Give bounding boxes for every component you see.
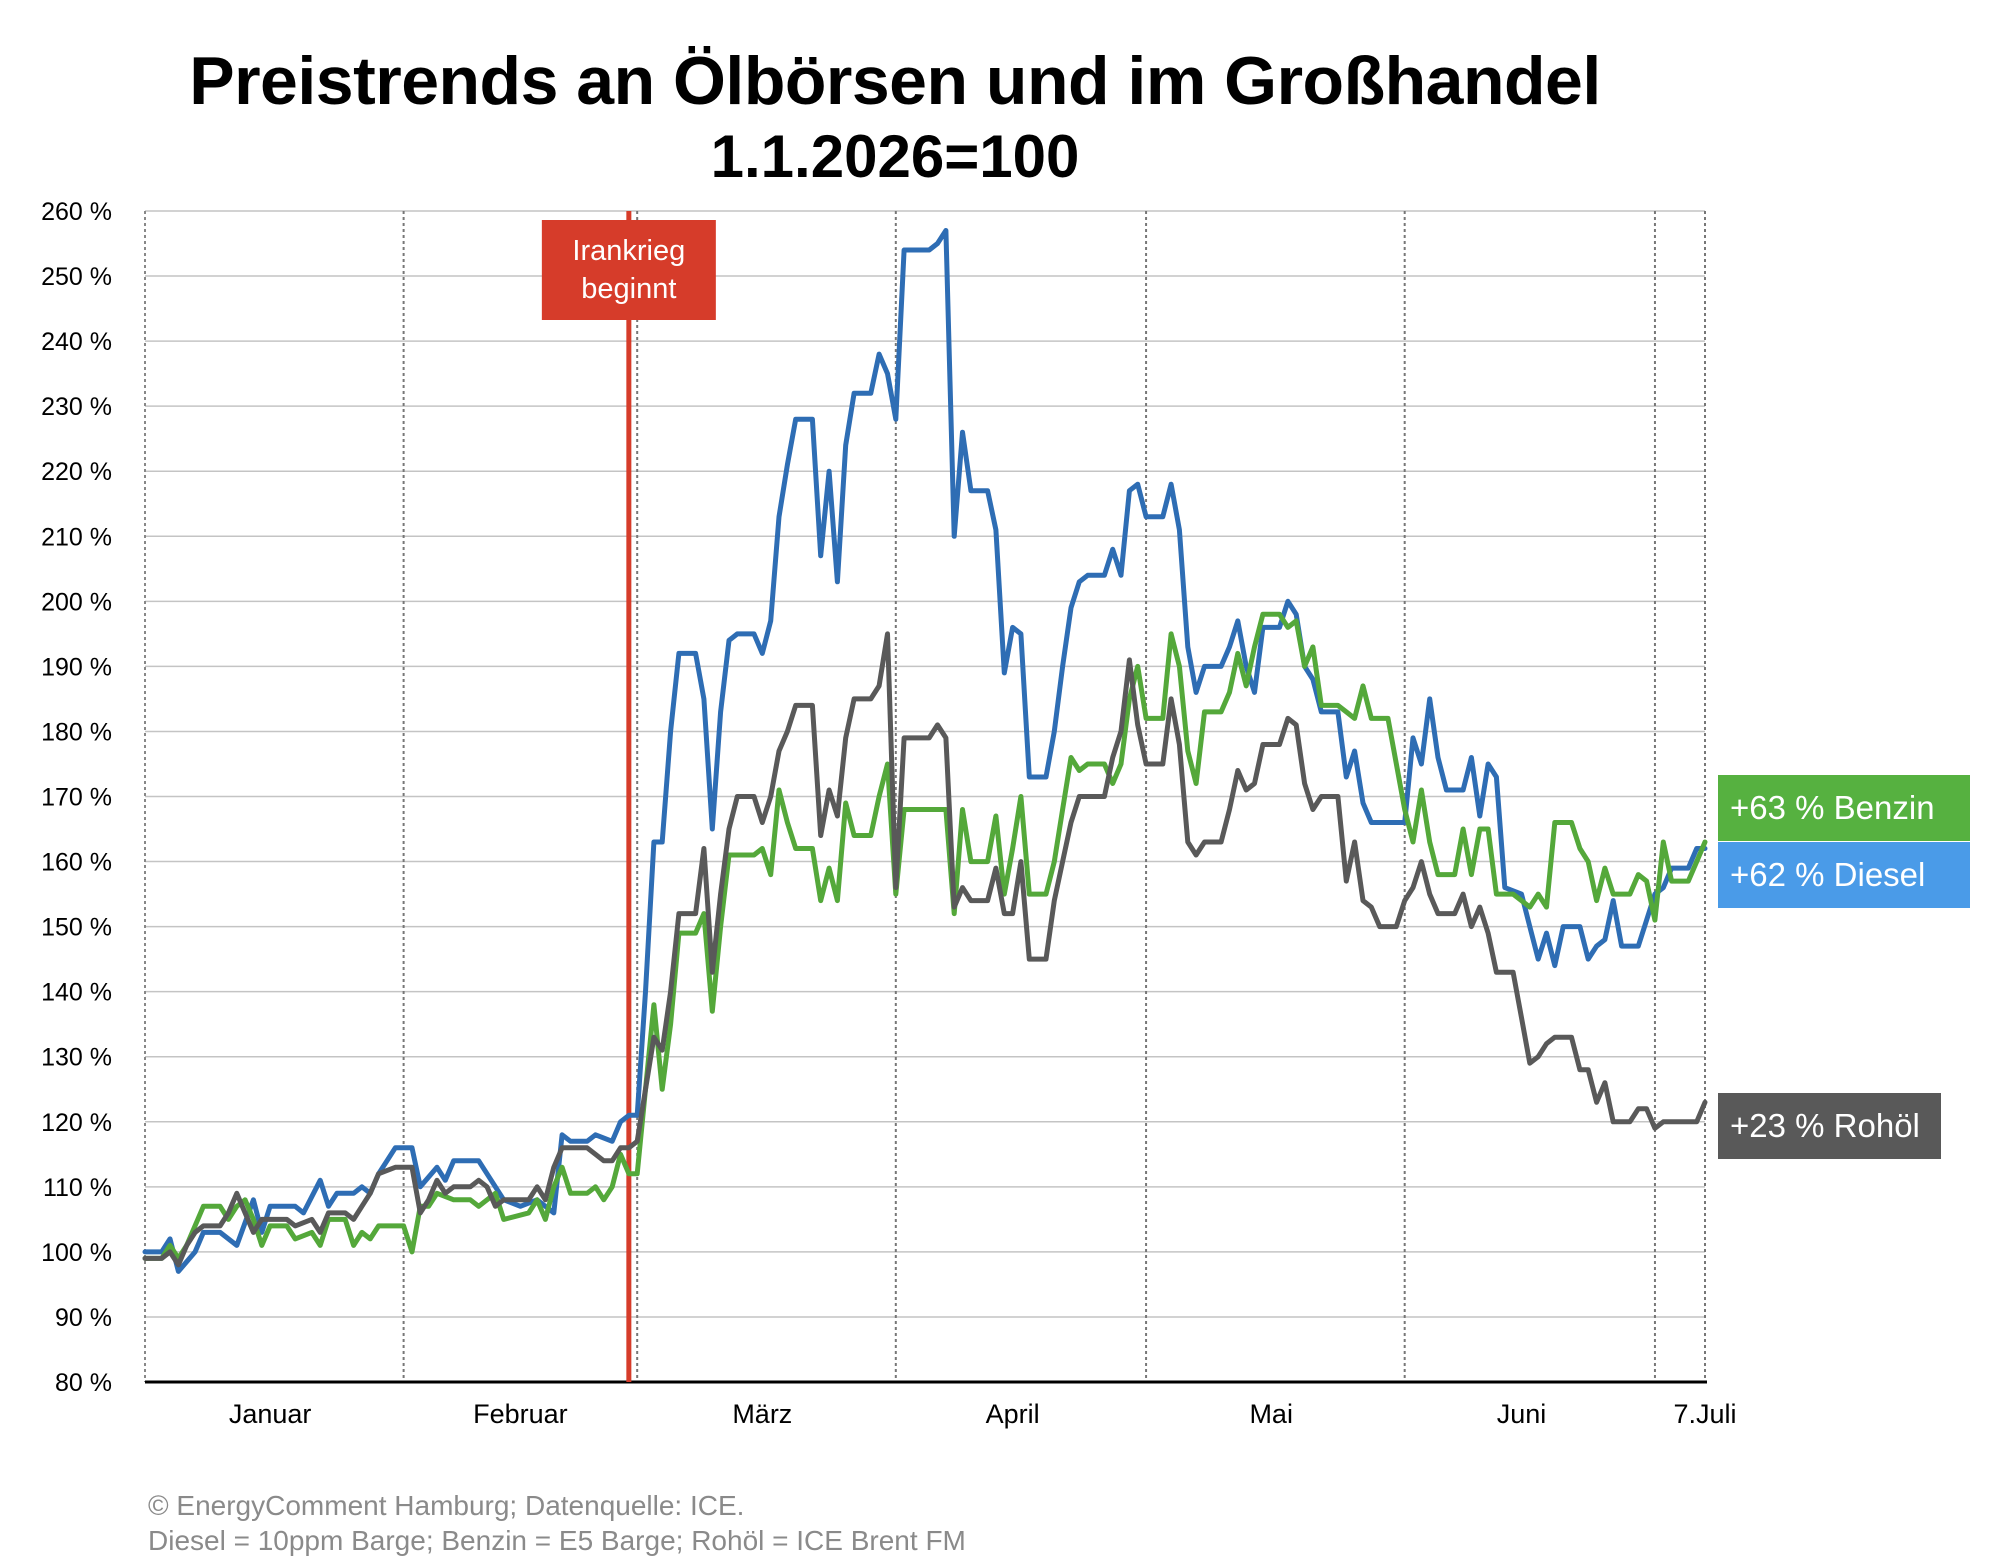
end-label-text-rohöl: +23 % Rohöl (1730, 1107, 1920, 1144)
x-tick-label: Mai (1249, 1399, 1293, 1429)
series-line-benzin (142, 611, 1708, 1261)
end-label-box-benzin (1718, 775, 1970, 841)
x-tick-label: Juni (1497, 1399, 1547, 1429)
series-line-diesel (142, 228, 1708, 1274)
footer-line-1: © EnergyComment Hamburg; Datenquelle: IC… (148, 1490, 745, 1521)
y-tick-label: 200 % (41, 588, 112, 616)
x-tick-label: April (986, 1399, 1040, 1429)
x-tick-label: Januar (229, 1399, 312, 1429)
footer-line-2: Diesel = 10ppm Barge; Benzin = E5 Barge;… (148, 1525, 966, 1556)
y-tick-label: 110 % (43, 1174, 112, 1202)
end-label-text-benzin: +63 % Benzin (1730, 789, 1935, 826)
y-tick-label: 170 % (41, 784, 112, 812)
chart-subtitle: 1.1.2026=100 (710, 123, 1080, 190)
y-tick-label: 260 % (41, 198, 112, 226)
chart-title: Preistrends an Ölbörsen und im Großhande… (189, 43, 1601, 119)
y-tick-label: 180 % (41, 718, 112, 746)
event-marker: Irankrieg beginnt (541, 211, 716, 1382)
y-tick-label: 120 % (41, 1109, 112, 1137)
end-label-box-diesel (1718, 842, 1970, 908)
x-tick-label: Februar (473, 1399, 568, 1429)
end-label-box-rohöl (1718, 1093, 1941, 1159)
x-axis-labels: Januar Februar März April Mai Juni 7.Juli (229, 1399, 1737, 1429)
end-label-text-diesel: +62 % Diesel (1730, 856, 1925, 893)
y-tick-label: 100 % (41, 1239, 112, 1267)
gridlines (145, 210, 1705, 1318)
y-tick-label: 160 % (41, 849, 112, 877)
x-tick-label: März (732, 1399, 792, 1429)
end-labels: +63 % Benzin +62 % Diesel +23 % Rohöl (1718, 775, 1970, 1159)
event-label-box (541, 220, 716, 320)
event-label-line2: beginnt (581, 273, 676, 305)
y-tick-label: 80 % (55, 1369, 112, 1397)
series-lines (142, 228, 1708, 1274)
y-tick-label: 220 % (41, 458, 112, 486)
y-tick-label: 210 % (41, 523, 112, 551)
y-tick-label: 190 % (41, 653, 112, 681)
y-tick-label: 240 % (41, 328, 112, 356)
x-tick-label: 7.Juli (1673, 1399, 1736, 1429)
y-tick-label: 250 % (41, 263, 112, 291)
series-line-rohöl (142, 631, 1708, 1268)
event-label-line1: Irankrieg (572, 235, 685, 267)
source-footer: © EnergyComment Hamburg; Datenquelle: IC… (148, 1488, 966, 1558)
y-tick-label: 230 % (41, 393, 112, 421)
y-tick-label: 140 % (41, 979, 112, 1007)
y-tick-label: 130 % (41, 1044, 112, 1072)
y-axis-labels: 260 % 250 % 240 % 230 % 220 % 210 % 200 % 190 %… (41, 198, 112, 1397)
y-tick-label: 90 % (55, 1304, 112, 1332)
y-tick-label: 150 % (41, 914, 112, 942)
